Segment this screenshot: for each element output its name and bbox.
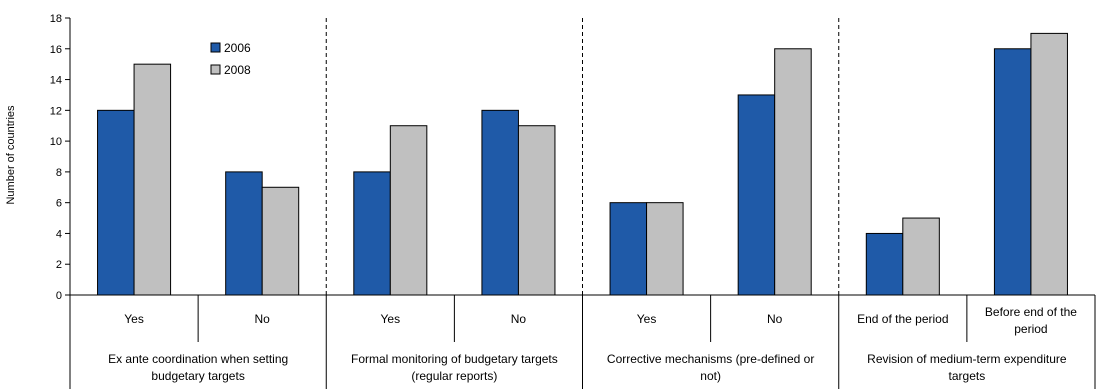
y-tick-label: 12 [50,105,62,117]
group-label: (regular reports) [411,369,497,383]
y-tick-label: 14 [50,75,62,87]
group-separators [197,18,968,389]
y-tick-label: 4 [56,228,62,240]
y-tick-label: 0 [56,290,62,302]
group-label: Formal monitoring of budgetary targets [351,352,558,366]
bar-2008-5 [646,202,684,296]
y-tick-label: 18 [50,13,62,25]
bars [97,32,1068,296]
category-label: period [1014,322,1047,336]
bar-2008-1 [133,63,172,296]
bar-2006-4 [481,109,519,296]
category-label: No [511,312,527,326]
bar-2006-6 [737,94,776,296]
y-tick-label: 16 [50,44,62,56]
bar-2008-8 [1030,32,1068,296]
bar-2006-3 [353,171,391,296]
category-label: Before end of the [985,305,1077,319]
bar-2006-8 [993,48,1032,296]
x-axis-labels: Yes No Yes No Yes No End of the period Before e… [108,305,1077,383]
axes: 0 2 4 6 8 10 12 14 16 18 [50,13,1096,389]
bar-2008-6 [774,48,812,296]
group-label: budgetary targets [151,369,244,383]
bar-2008-3 [389,125,428,296]
y-tick-label: 10 [50,136,62,148]
group-label: targets [949,369,986,383]
bar-2006-2 [225,171,263,296]
legend: 2006 2008 [210,41,251,77]
category-label: No [767,312,783,326]
y-axis-title: Number of countries [5,105,17,205]
group-label: Ex ante coordination when setting [108,352,288,366]
y-tick-label: 2 [56,259,62,271]
category-label: No [255,312,271,326]
legend-swatch-2008 [210,64,221,75]
category-label: Yes [637,312,657,326]
bar-2006-5 [609,202,648,296]
y-tick-label: 6 [56,198,62,210]
bar-2008-4 [517,125,556,296]
category-label: End of the period [857,312,948,326]
bar-2006-1 [97,109,135,296]
bar-2006-7 [865,232,904,296]
category-label: Yes [124,312,144,326]
group-label: Revision of medium-term expenditure [867,352,1067,366]
group-label: Corrective mechanisms (pre-defined or [607,352,814,366]
category-label: Yes [381,312,401,326]
y-tick-label: 8 [56,167,62,179]
group-label: not) [700,369,721,383]
legend-label: 2006 [224,41,251,55]
legend-label: 2008 [224,63,251,77]
bar-2008-7 [902,217,940,296]
bar-2008-2 [261,186,300,296]
legend-swatch-2006 [210,42,221,53]
